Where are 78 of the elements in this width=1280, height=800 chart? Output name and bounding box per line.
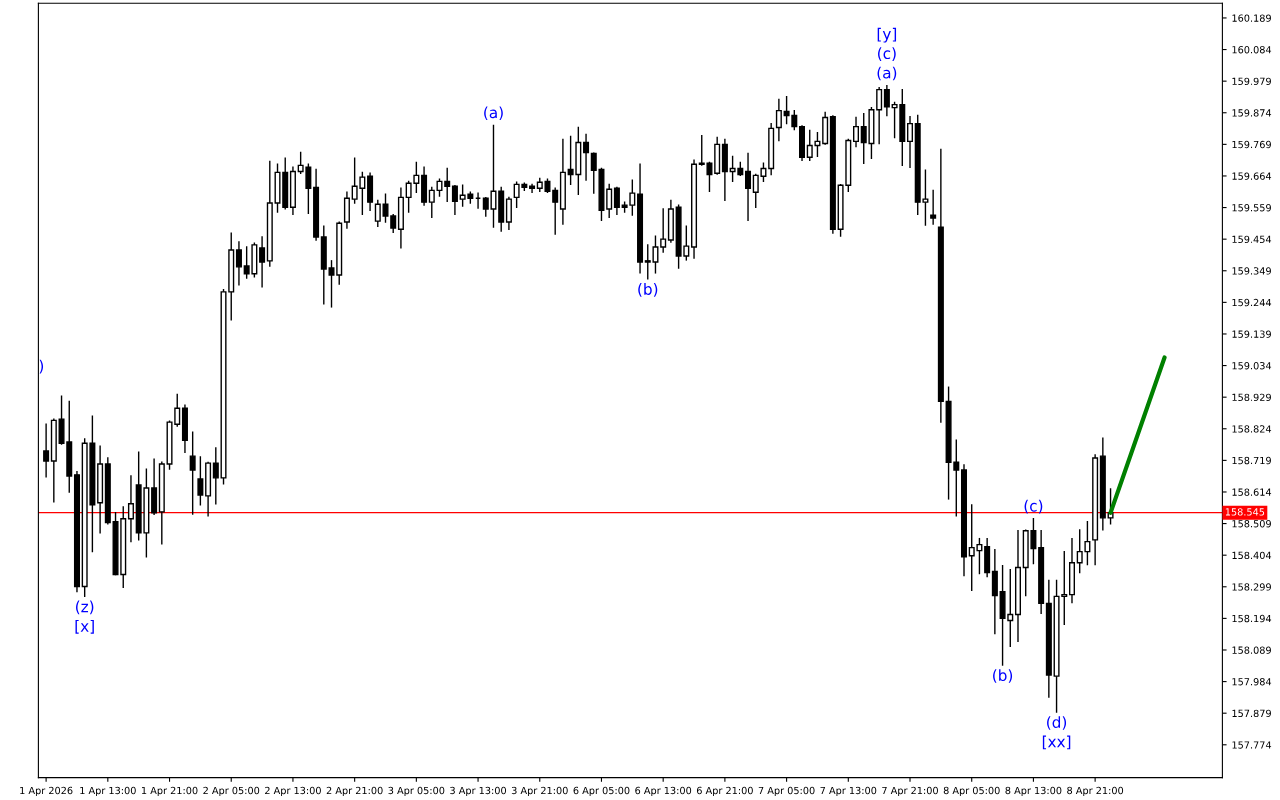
y-tick-label: 159.769 bbox=[1232, 140, 1271, 149]
y-tick-label: 160.189 bbox=[1232, 14, 1271, 22]
x-tick-label: 1 Apr 21:00 bbox=[141, 786, 198, 797]
y-tick-label: 157.984 bbox=[1232, 678, 1272, 686]
y-tick-label: 158.404 bbox=[1232, 551, 1272, 560]
candlestick bbox=[606, 183, 613, 218]
annotation: (c) bbox=[878, 47, 896, 61]
annotation: (b) bbox=[638, 283, 658, 297]
ref-line-label: 158.545 bbox=[1225, 508, 1265, 516]
candlestick bbox=[259, 236, 266, 288]
candlestick bbox=[235, 241, 242, 286]
y-tick-label: 159.139 bbox=[1232, 330, 1271, 338]
x-tick-label: 2 Apr 21:00 bbox=[326, 786, 383, 797]
candlestick bbox=[745, 152, 752, 221]
candlestick bbox=[583, 133, 590, 181]
candlestick bbox=[127, 475, 134, 543]
y-tick-label: 158.299 bbox=[1232, 583, 1271, 591]
candlestick bbox=[529, 183, 536, 193]
x-tick-label: 1 Apr 13:00 bbox=[80, 786, 136, 797]
y-tick-label: 158.509 bbox=[1232, 520, 1271, 528]
annotation: [xx] bbox=[1042, 735, 1071, 750]
annotation: ) bbox=[39, 359, 44, 374]
candlestick bbox=[853, 116, 860, 148]
annotation: (c) bbox=[1024, 499, 1043, 514]
x-tick-label: 8 Apr 21:00 bbox=[1067, 786, 1124, 797]
y-tick-label: 160.084 bbox=[1232, 46, 1272, 54]
x-tick-label: 7 Apr 05:00 bbox=[758, 786, 815, 797]
y-tick-label: 158.929 bbox=[1232, 393, 1271, 401]
candlestick bbox=[876, 87, 883, 145]
candlestick bbox=[505, 196, 512, 230]
y-tick-label: 159.874 bbox=[1232, 109, 1272, 117]
y-tick-label: 158.614 bbox=[1232, 488, 1272, 496]
y-tick-label: 159.664 bbox=[1232, 172, 1272, 180]
annotation: [y] bbox=[877, 27, 897, 43]
y-tick-label: 158.824 bbox=[1232, 425, 1272, 433]
x-tick-label: 6 Apr 05:00 bbox=[573, 786, 630, 797]
annotation: (a) bbox=[877, 66, 897, 81]
x-tick-label: 8 Apr 13:00 bbox=[1005, 786, 1062, 797]
candlestick bbox=[552, 187, 559, 235]
y-tick-label: 159.244 bbox=[1232, 298, 1272, 307]
x-tick-label: 1 Apr 2026 bbox=[20, 786, 73, 797]
annotation: (d) bbox=[1047, 716, 1067, 730]
candlestick bbox=[212, 447, 219, 505]
candlestick bbox=[43, 423, 50, 478]
x-tick-label: 3 Apr 05:00 bbox=[388, 786, 445, 797]
y-tick-label: 157.774 bbox=[1232, 741, 1272, 749]
x-tick-label: 7 Apr 13:00 bbox=[820, 786, 877, 797]
x-tick-label: 3 Apr 13:00 bbox=[450, 786, 507, 797]
x-tick-label: 6 Apr 21:00 bbox=[696, 786, 753, 797]
y-tick-label: 158.719 bbox=[1232, 456, 1271, 465]
y-tick-label: 159.349 bbox=[1232, 267, 1271, 275]
candlestick bbox=[660, 208, 667, 253]
x-tick-label: 7 Apr 21:00 bbox=[882, 786, 938, 797]
annotation: (a) bbox=[484, 106, 503, 121]
candlestick bbox=[189, 431, 196, 515]
candlestick bbox=[451, 184, 458, 215]
annotation: (z) bbox=[76, 600, 94, 615]
y-tick-label: 158.194 bbox=[1232, 614, 1272, 623]
candlestick bbox=[613, 186, 620, 215]
candlestick bbox=[930, 189, 937, 225]
x-tick-label: 3 Apr 21:00 bbox=[511, 786, 568, 797]
x-tick-label: 2 Apr 05:00 bbox=[203, 786, 260, 797]
candlestick bbox=[343, 191, 350, 229]
candlestick bbox=[883, 84, 890, 117]
candlestick bbox=[907, 115, 914, 168]
candlestick bbox=[775, 98, 782, 142]
y-tick-label: 157.879 bbox=[1232, 709, 1271, 718]
y-tick-label: 159.559 bbox=[1232, 204, 1271, 212]
candlestick bbox=[197, 456, 204, 506]
y-tick-label: 159.034 bbox=[1232, 362, 1272, 370]
y-tick-label: 159.979 bbox=[1232, 77, 1271, 85]
annotation: (b) bbox=[993, 669, 1013, 683]
x-tick-label: 6 Apr 13:00 bbox=[635, 786, 692, 797]
y-tick-label: 158.089 bbox=[1232, 646, 1271, 654]
y-tick-label: 159.454 bbox=[1232, 235, 1272, 243]
x-tick-label: 2 Apr 13:00 bbox=[265, 786, 321, 797]
x-tick-label: 8 Apr 05:00 bbox=[943, 786, 1000, 797]
annotation: [x] bbox=[75, 620, 94, 634]
